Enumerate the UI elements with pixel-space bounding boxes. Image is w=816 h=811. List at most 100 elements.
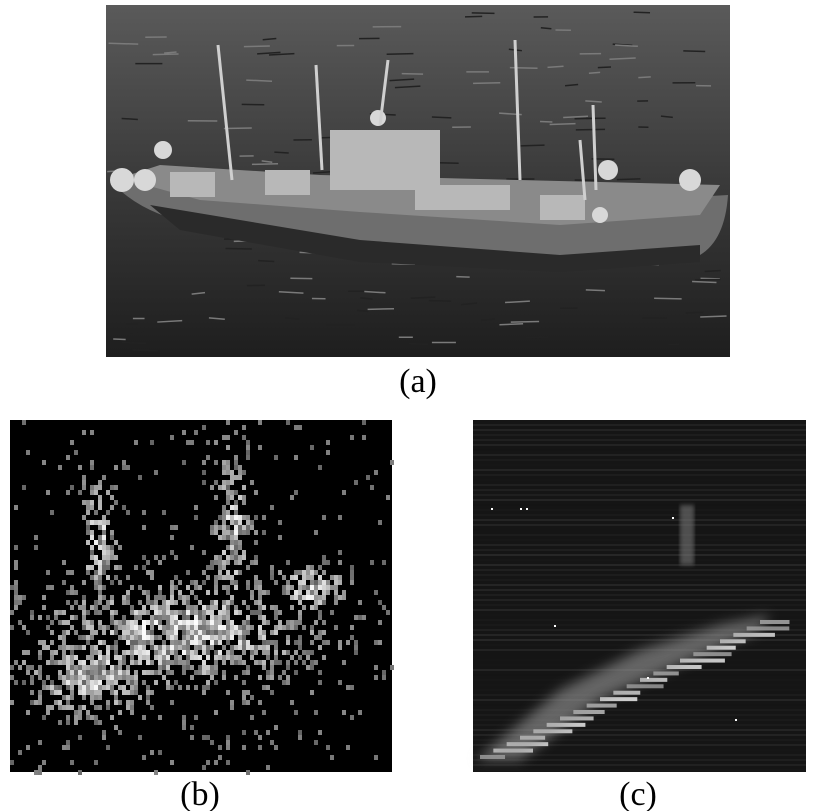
speckle-pixel <box>258 595 262 600</box>
speckle-pixel <box>166 615 170 620</box>
speckle-pixel <box>126 595 130 600</box>
speckle-pixel <box>102 550 106 555</box>
speckle-pixel <box>326 580 330 585</box>
speckle-pixel <box>90 575 94 580</box>
speckle-pixel <box>270 640 274 645</box>
speckle-pixel <box>94 560 98 565</box>
speckle-pixel <box>182 630 186 635</box>
speckle-pixel <box>226 690 230 695</box>
speckle-pixel <box>210 610 214 615</box>
speckle-pixel <box>102 625 106 630</box>
speckle-pixel <box>122 690 126 695</box>
speckle-pixel <box>294 625 298 630</box>
speckle-pixel <box>42 640 46 645</box>
speckle-pixel <box>62 705 66 710</box>
speckle-pixel <box>58 465 62 470</box>
speckle-pixel <box>286 420 290 425</box>
speckle-pixel <box>94 485 98 490</box>
streak <box>473 424 806 426</box>
speckle-pixel <box>218 745 222 750</box>
streak <box>473 704 806 706</box>
speckle-pixel <box>102 655 106 660</box>
speckle-pixel <box>122 660 126 665</box>
speckle-pixel <box>226 650 230 655</box>
speckle-pixel <box>214 670 218 675</box>
speckle-pixel <box>234 475 238 480</box>
speckle-pixel <box>226 490 230 495</box>
speckle-pixel <box>214 525 218 530</box>
speckle-pixel <box>314 710 318 715</box>
speckle-pixel <box>118 730 122 735</box>
speckle-pixel <box>118 565 122 570</box>
speckle-pixel <box>230 630 234 635</box>
speckle-pixel <box>98 625 102 630</box>
speckle-pixel <box>146 660 150 665</box>
speckle-pixel <box>346 685 350 690</box>
speckle-pixel <box>114 695 118 700</box>
speckle-pixel <box>334 600 338 605</box>
speckle-pixel <box>82 660 86 665</box>
speckle-pixel <box>350 685 354 690</box>
speckle-pixel <box>110 550 114 555</box>
speckle-pixel <box>194 430 198 435</box>
speckle-pixel <box>182 595 186 600</box>
speckle-pixel <box>138 585 142 590</box>
speckle-pixel <box>186 620 190 625</box>
speckle-pixel <box>66 645 70 650</box>
speckle-pixel <box>250 715 254 720</box>
speckle-pixel <box>258 605 262 610</box>
speckle-pixel <box>286 640 290 645</box>
speckle-pixel <box>318 580 322 585</box>
speckle-pixel <box>158 635 162 640</box>
speckle-pixel <box>82 620 86 625</box>
speckle-pixel <box>66 620 70 625</box>
speckle-pixel <box>114 575 118 580</box>
speckle-pixel <box>122 625 126 630</box>
speckle-pixel <box>94 705 98 710</box>
speckle-pixel <box>234 455 238 460</box>
speckle-pixel <box>314 590 318 595</box>
streak <box>473 479 806 481</box>
speckle-pixel <box>194 635 198 640</box>
speckle-pixel <box>218 515 222 520</box>
speckle-pixel <box>26 745 30 750</box>
speckle-pixel <box>102 685 106 690</box>
speckle-pixel <box>270 505 274 510</box>
speckle-pixel <box>110 505 114 510</box>
speckle-pixel <box>314 605 318 610</box>
speckle-pixel <box>310 575 314 580</box>
speckle-pixel <box>226 480 230 485</box>
speckle-pixel <box>210 635 214 640</box>
speckle-pixel <box>118 545 122 550</box>
speckle-pixel <box>382 675 386 680</box>
speckle-pixel <box>218 650 222 655</box>
speckle-pixel <box>258 590 262 595</box>
speckle-pixel <box>202 625 206 630</box>
speckle-pixel <box>194 640 198 645</box>
speckle-pixel <box>42 595 46 600</box>
speckle-pixel <box>230 620 234 625</box>
speckle-pixel <box>222 625 226 630</box>
speckle-pixel <box>146 650 150 655</box>
speckle-pixel <box>170 580 174 585</box>
speckle-pixel <box>146 670 150 675</box>
speckle-pixel <box>186 605 190 610</box>
speckle-pixel <box>126 670 130 675</box>
speckle-pixel <box>250 525 254 530</box>
speckle-pixel <box>246 520 250 525</box>
speckle-pixel <box>62 640 66 645</box>
caption: (a) <box>399 363 437 400</box>
speckle-pixel <box>70 675 74 680</box>
speckle-pixel <box>82 605 86 610</box>
speckle-pixel <box>110 530 114 535</box>
speckle-pixel <box>230 515 234 520</box>
speckle-pixel <box>134 625 138 630</box>
speckle-pixel <box>62 635 66 640</box>
speckle-pixel <box>298 735 302 740</box>
speckle-pixel <box>146 620 150 625</box>
wave <box>586 290 605 291</box>
speckle-pixel <box>314 740 318 745</box>
speckle-pixel <box>278 520 282 525</box>
speckle-pixel <box>230 595 234 600</box>
speckle-pixel <box>142 680 146 685</box>
